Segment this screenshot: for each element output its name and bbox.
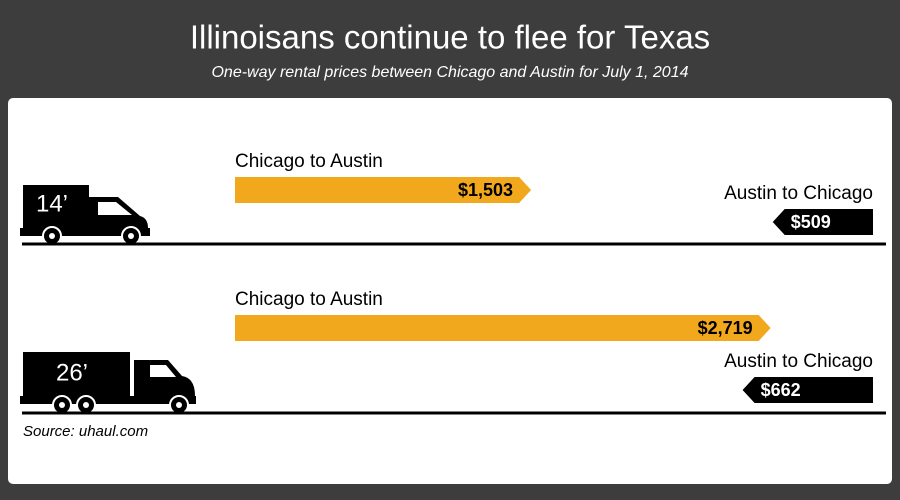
chart-subtitle: One-way rental prices between Chicago an… [211,64,688,81]
series-label: Chicago to Austin [235,289,383,310]
value-label: $509 [791,212,831,232]
truck-small [20,185,150,246]
panel [8,98,892,484]
series-label: Austin to Chicago [724,183,873,204]
series-label: Chicago to Austin [235,151,383,172]
value-label: $1,503 [458,180,513,200]
bar [235,177,532,203]
value-label: $662 [761,380,801,400]
truck-size-label: 26’ [56,359,88,386]
source: Source: uhaul.com [23,423,148,440]
bar [772,209,873,235]
value-label: $2,719 [698,318,753,338]
series-label: Austin to Chicago [724,351,873,372]
truck-size-label: 14’ [36,190,68,217]
truck-large [20,352,196,415]
bar [742,377,873,403]
bar [235,315,771,341]
chart-title: Illinoisans continue to flee for Texas [190,19,710,56]
